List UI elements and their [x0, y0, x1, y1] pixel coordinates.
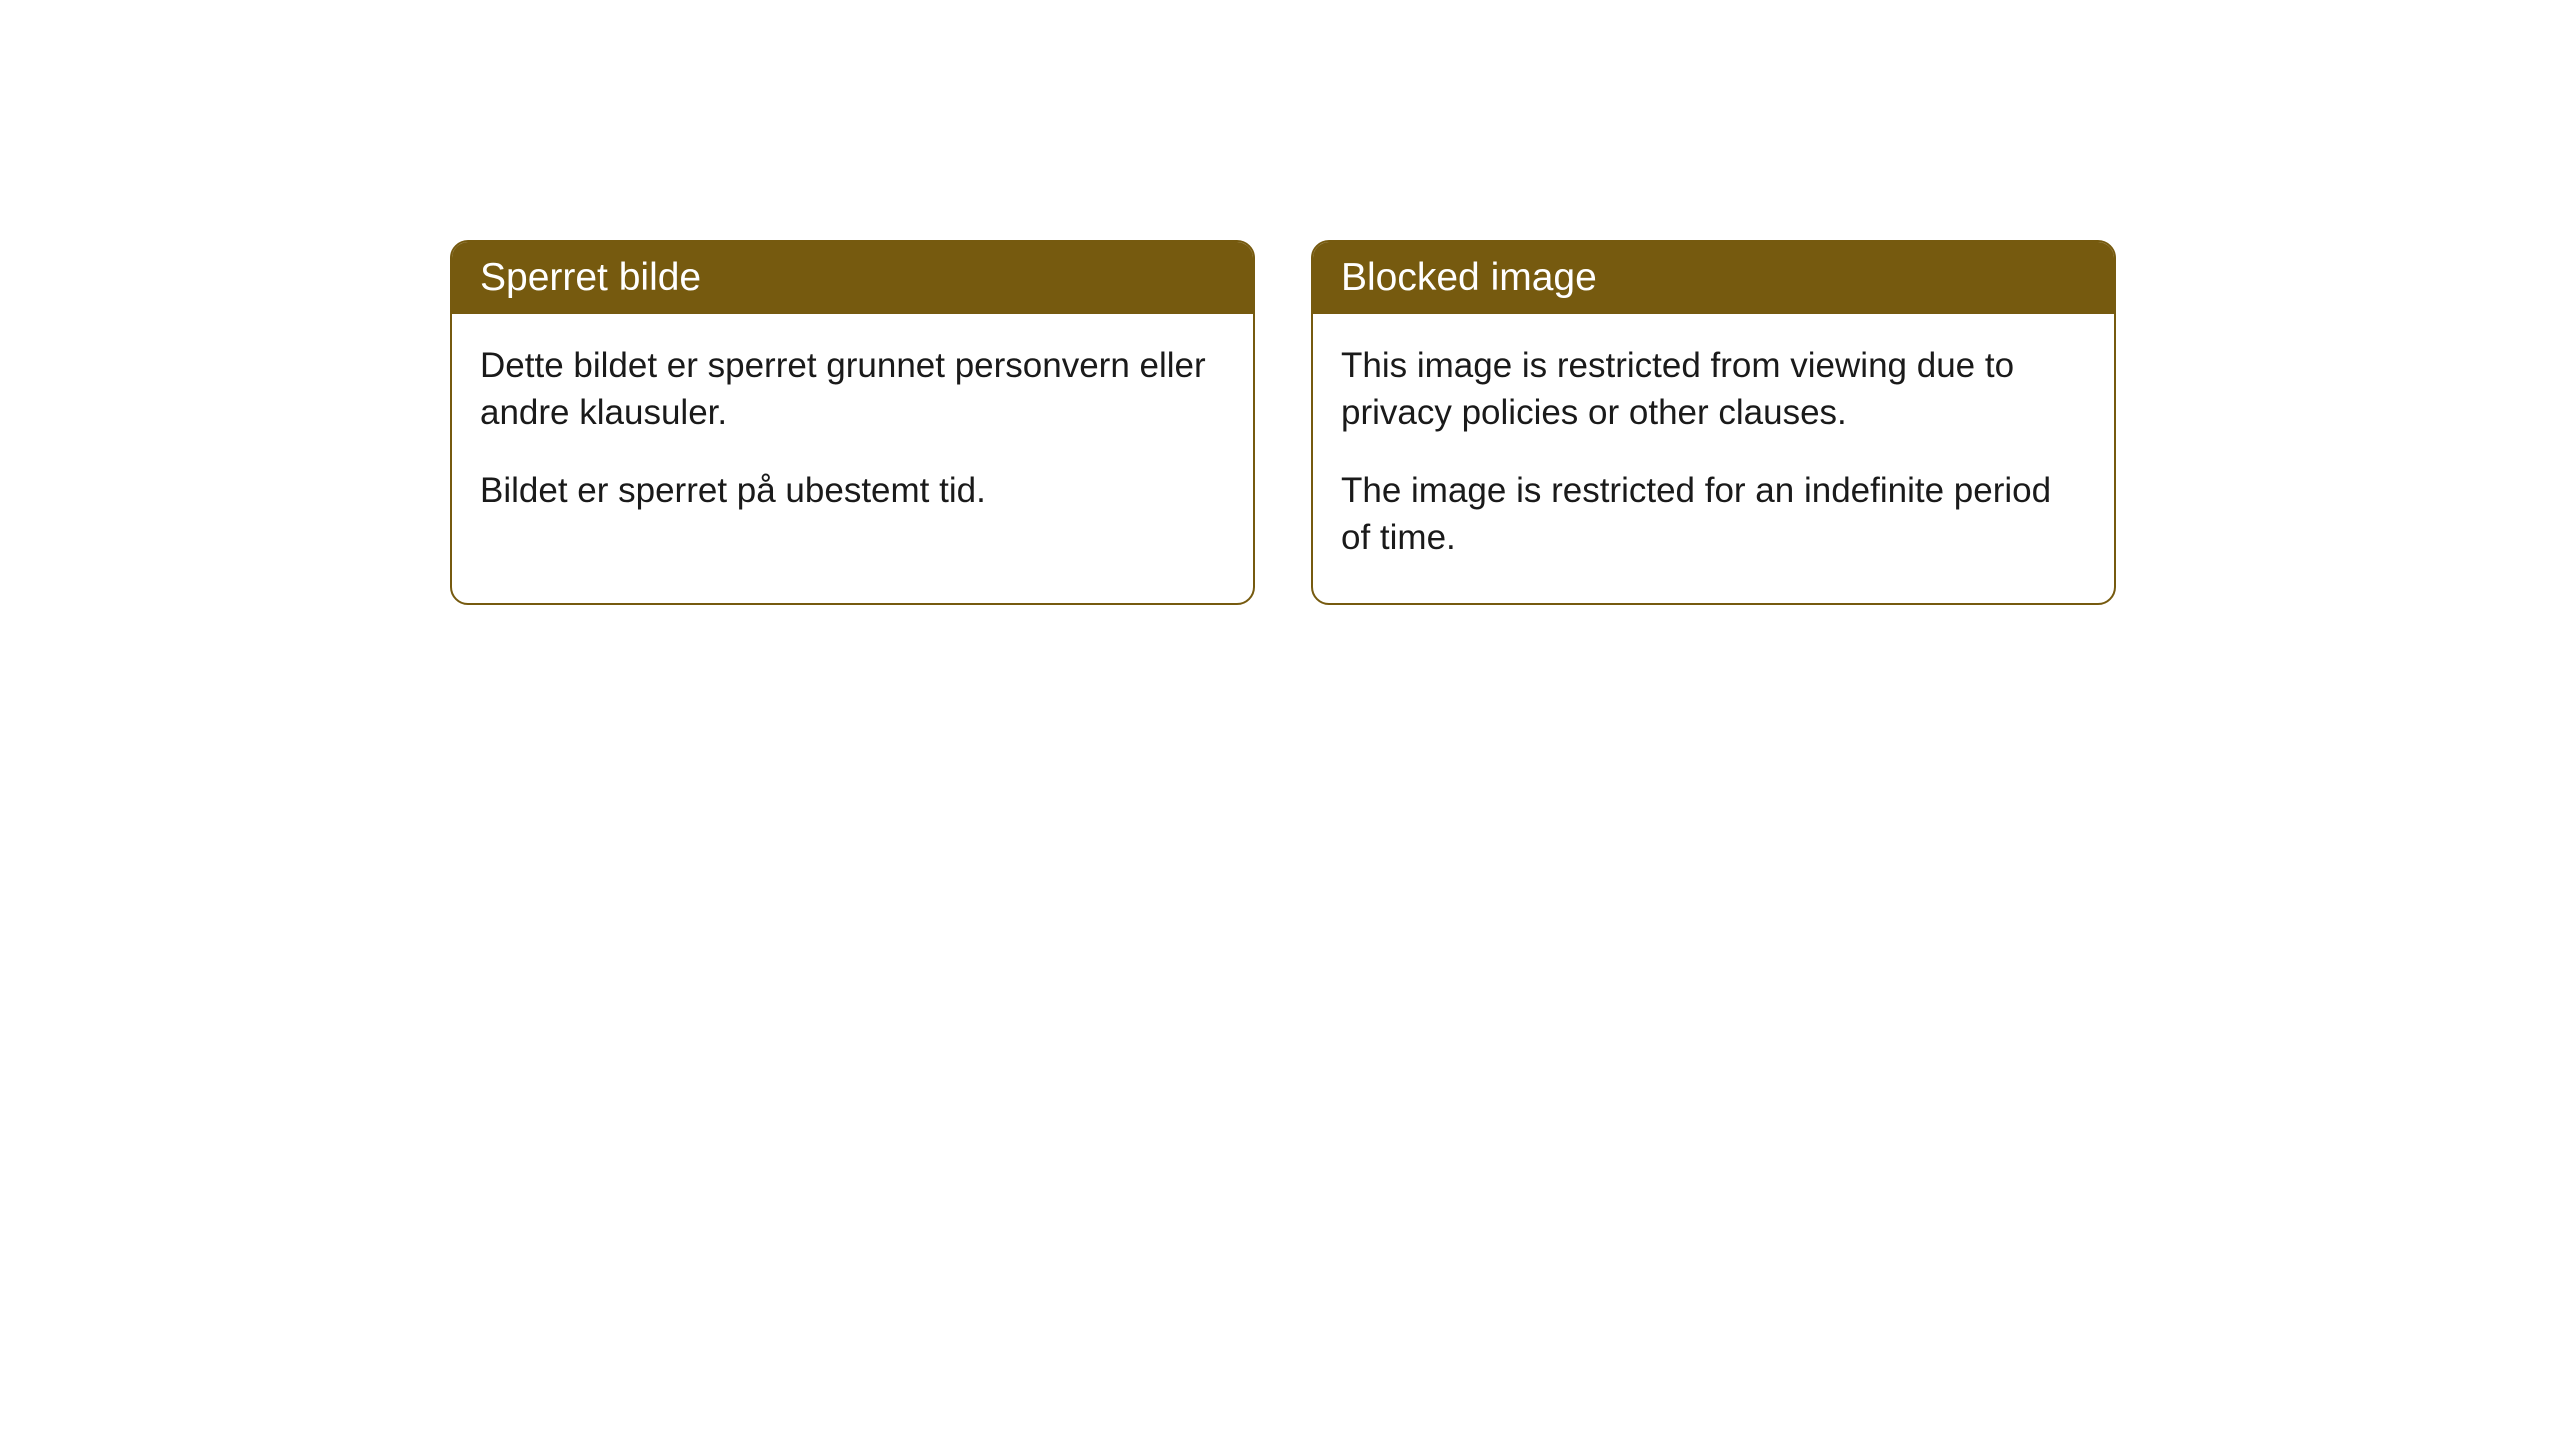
card-header: Sperret bilde [452, 242, 1253, 314]
card-paragraph-2: The image is restricted for an indefinit… [1341, 467, 2086, 562]
notice-card-norwegian: Sperret bilde Dette bildet er sperret gr… [450, 240, 1255, 605]
card-header: Blocked image [1313, 242, 2114, 314]
card-paragraph-2: Bildet er sperret på ubestemt tid. [480, 467, 1225, 514]
notice-cards-container: Sperret bilde Dette bildet er sperret gr… [450, 240, 2116, 605]
card-paragraph-1: Dette bildet er sperret grunnet personve… [480, 342, 1225, 437]
card-paragraph-1: This image is restricted from viewing du… [1341, 342, 2086, 437]
card-body: This image is restricted from viewing du… [1313, 314, 2114, 603]
card-title: Sperret bilde [480, 256, 701, 299]
notice-card-english: Blocked image This image is restricted f… [1311, 240, 2116, 605]
card-body: Dette bildet er sperret grunnet personve… [452, 314, 1253, 556]
card-title: Blocked image [1341, 256, 1597, 299]
